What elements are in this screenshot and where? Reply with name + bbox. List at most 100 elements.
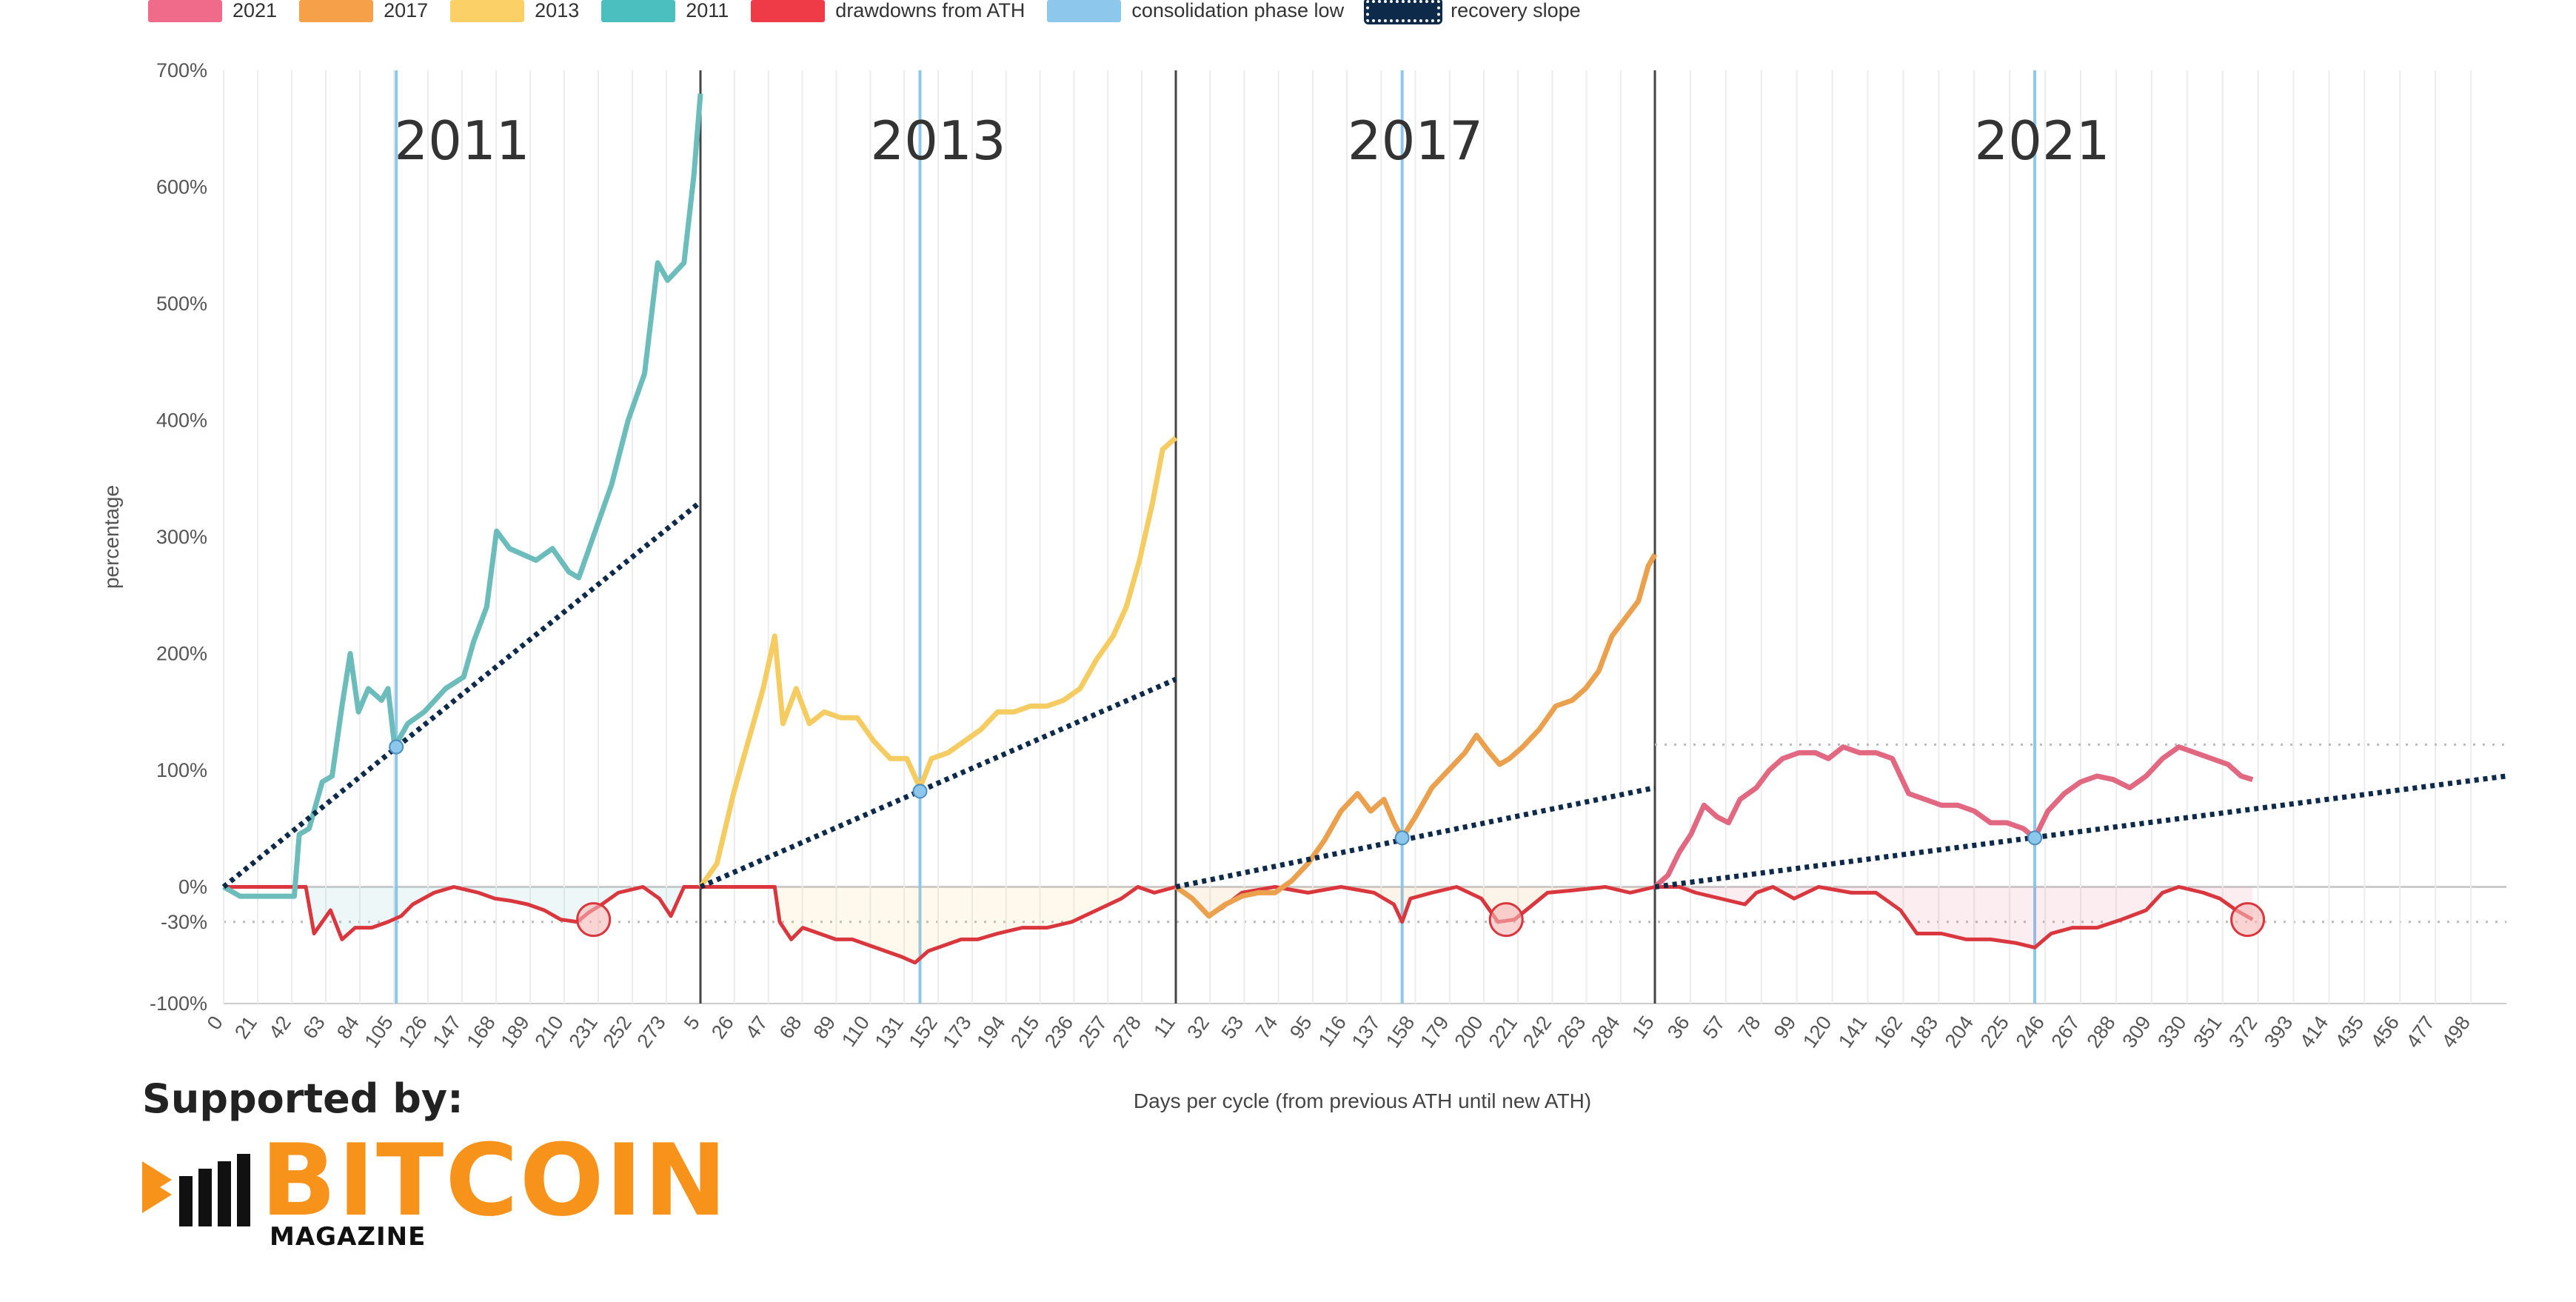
x-tick-label: 63	[298, 1012, 329, 1043]
bitcoin-magazine-logo: BITCOIN MAGAZINE	[142, 1123, 727, 1258]
x-tick-label: 278	[1108, 1012, 1145, 1052]
x-tick-label: 246	[2012, 1012, 2049, 1052]
x-tick-label: 147	[428, 1012, 465, 1052]
legend-label: 2017	[384, 0, 429, 21]
y-tick-label: 700%	[156, 59, 207, 81]
y-axis-label: percentage	[100, 485, 123, 589]
x-tick-label: 68	[775, 1012, 806, 1043]
x-tick-label: 194	[972, 1012, 1009, 1052]
x-tick-label: 57	[1699, 1012, 1730, 1043]
y-tick-label: 100%	[156, 759, 207, 781]
x-tick-label: 26	[707, 1012, 738, 1043]
x-tick-label: 110	[837, 1012, 874, 1050]
label-layer: 2011 2013 2017 2021	[394, 110, 2110, 172]
x-tick-label: 288	[2082, 1012, 2119, 1052]
x-tick-label: 173	[938, 1012, 975, 1052]
x-tick-label: 210	[530, 1012, 567, 1052]
series-line-2011	[222, 93, 703, 899]
consolidation-low-point	[2027, 830, 2043, 846]
legend-swatch	[751, 0, 826, 22]
logo-wordmark: BITCOIN	[261, 1123, 729, 1238]
consolidation-low-point	[1394, 830, 1410, 846]
x-tick-label: 152	[904, 1012, 941, 1052]
x-tick-label: 53	[1217, 1012, 1248, 1043]
y-tick-label: -30%	[161, 911, 207, 933]
legend-item-0[interactable]: 2021	[148, 0, 277, 22]
x-tick-label: 263	[1553, 1012, 1590, 1052]
bitcoin-magazine-mark-icon	[142, 1154, 250, 1226]
legend-item-1[interactable]: 2017	[299, 0, 428, 22]
x-tick-label: 78	[1734, 1012, 1765, 1043]
series-line-2013	[698, 435, 1178, 889]
x-tick-label: 74	[1251, 1012, 1282, 1043]
x-tick-label: 168	[462, 1012, 499, 1052]
cycle-title-2017: 2017	[1348, 110, 1483, 172]
x-tick-label: 105	[360, 1012, 397, 1052]
drawdown-line	[224, 885, 700, 941]
x-tick-label: 257	[1074, 1012, 1111, 1052]
legend-label: 2013	[535, 0, 580, 21]
x-tick-label: 236	[1040, 1012, 1077, 1052]
series-line-2021	[1653, 744, 2254, 889]
x-tick-label: 330	[2153, 1012, 2190, 1052]
cycle-title-2011: 2011	[394, 110, 529, 172]
x-tick-label: 225	[1976, 1012, 2013, 1052]
x-tick-label: 32	[1182, 1012, 1214, 1043]
y-tick-label: 0%	[178, 876, 207, 898]
y-tick-label: 600%	[156, 176, 207, 198]
legend-swatch	[148, 0, 222, 22]
x-tick-label: 372	[2224, 1012, 2261, 1052]
recovery-slope-2013	[699, 676, 1177, 889]
legend-swatch	[450, 0, 525, 22]
x-tick-label: 456	[2366, 1012, 2403, 1052]
x-tick-label: 267	[2047, 1012, 2084, 1052]
supported-by: Supported by:	[142, 1075, 464, 1122]
drawdown-marker	[576, 902, 612, 938]
legend-label: consolidation phase low	[1131, 0, 1345, 21]
series-layer	[221, 93, 2507, 965]
legend-label: drawdowns from ATH	[835, 0, 1026, 21]
cycle-title-2021: 2021	[1974, 110, 2110, 172]
drawdown-shade	[1176, 887, 1655, 922]
x-tick-label: 11	[1149, 1012, 1180, 1041]
x-tick-label: 200	[1450, 1012, 1487, 1052]
x-tick-label: 15	[1627, 1012, 1659, 1043]
legend-swatch	[299, 0, 374, 22]
x-tick-label: 36	[1663, 1012, 1694, 1043]
drawdown-line	[1655, 885, 2254, 949]
x-tick-label: 393	[2260, 1012, 2297, 1052]
x-tick-label: 131	[871, 1012, 908, 1052]
y-tick-label: 200%	[156, 643, 207, 665]
x-axis-label: Days per cycle (from previous ATH until …	[1134, 1089, 1591, 1112]
legend-item-3[interactable]: 2011	[601, 0, 729, 22]
x-tick-label: 99	[1770, 1012, 1801, 1043]
x-tick-label: 95	[1285, 1012, 1317, 1043]
drawdown-marker	[2230, 902, 2266, 938]
legend-item-6[interactable]: recovery slope	[1364, 0, 1581, 24]
legend-swatch	[601, 0, 676, 22]
x-tick-label: 126	[394, 1012, 431, 1052]
supported-by-text: Supported by:	[142, 1075, 464, 1122]
legend-label: 2011	[686, 0, 729, 21]
x-tick-label: 162	[1870, 1012, 1907, 1052]
x-tick-label: 120	[1799, 1012, 1836, 1052]
x-tick-label: 0	[203, 1012, 227, 1034]
drawdown-shade	[224, 887, 700, 940]
recovery-slope-2021	[1654, 773, 2507, 889]
x-tick-label: 84	[332, 1012, 364, 1043]
x-tick-label: 284	[1587, 1012, 1624, 1052]
legend-item-5[interactable]: consolidation phase low	[1047, 0, 1344, 22]
legend-item-4[interactable]: drawdowns from ATH	[751, 0, 1025, 22]
recovery-slope-2011	[221, 500, 703, 889]
x-tick-label: 42	[264, 1012, 295, 1043]
x-tick-label: 158	[1382, 1012, 1419, 1052]
x-tick-label: 47	[741, 1012, 772, 1043]
x-tick-label: 351	[2189, 1012, 2226, 1052]
x-tick-label: 231	[564, 1012, 601, 1052]
x-tick-label: 137	[1348, 1012, 1385, 1052]
consolidation-low-point	[912, 784, 928, 799]
x-tick-label: 242	[1519, 1012, 1556, 1052]
x-tick-label: 204	[1941, 1012, 1978, 1052]
legend-item-2[interactable]: 2013	[450, 0, 579, 22]
